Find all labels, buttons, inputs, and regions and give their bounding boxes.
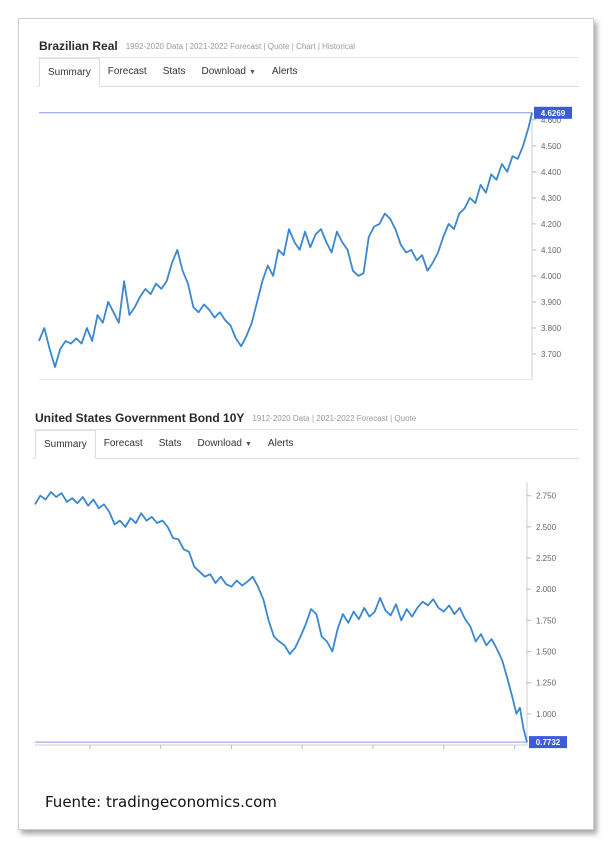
ust10y-y-tick-label: 1.500: [536, 648, 557, 657]
source-note: Fuente: tradingeconomics.com: [45, 793, 277, 811]
brl-y-tick-label: 4.500: [541, 142, 562, 151]
brl-y-tick-label: 4.300: [541, 194, 562, 203]
brl-last-value-badge: 4.6269: [534, 106, 572, 119]
ust10y-y-tick-label: 1.750: [536, 616, 557, 625]
brl-tab-forecast[interactable]: Forecast: [107, 66, 147, 77]
brl-tab-download-label: Download: [201, 66, 246, 77]
ust10y-tab-forecast[interactable]: Forecast: [103, 438, 143, 449]
brl-tab-alerts[interactable]: Alerts: [271, 66, 298, 77]
ust10y-tab-stats[interactable]: Stats: [158, 438, 182, 449]
ust10y-chart-subtitle[interactable]: 1912-2020 Data | 2021-2022 Forecast | Qu…: [252, 413, 417, 423]
brl-panel-header: Brazilian Real 1992-2020 Data | 2021-202…: [37, 35, 579, 58]
ust10y-last-value-badge: 0.7732: [529, 736, 567, 749]
ust10y-tab-download-label: Download: [197, 438, 242, 449]
ust10y-last-value-text: 0.7732: [536, 738, 561, 747]
brl-y-tick-label: 4.200: [541, 220, 562, 229]
brl-tab-summary[interactable]: Summary: [39, 57, 100, 87]
ust10y-y-tick-label: 2.000: [536, 585, 557, 594]
brl-y-tick-label: 3.900: [541, 298, 562, 307]
ust10y-y-tick-label: 1.250: [536, 679, 557, 688]
ust10y-line-chart: 1.000 1.250 1.500 1.750 2.000 2.250 2.500 2.750…: [34, 482, 567, 749]
brl-last-value-badge-box: [534, 106, 572, 119]
ust10y-y-tick-label: 2.750: [536, 492, 557, 501]
brl-panel: Brazilian Real 1992-2020 Data | 2021-202…: [37, 35, 579, 380]
ust10y-panel: United States Government Bond 10Y 1912-2…: [33, 407, 579, 750]
brl-tab-download[interactable]: Download ▼: [194, 58, 264, 86]
brl-series-line: [38, 112, 533, 368]
brl-y-tick-label: 3.800: [541, 324, 562, 333]
figure-frame: Brazilian Real 1992-2020 Data | 2021-202…: [18, 18, 594, 830]
brl-chart-subtitle[interactable]: 1992-2020 Data | 2021-2022 Forecast | Qu…: [125, 41, 356, 51]
ust10y-y-tick-label: 1.000: [536, 710, 557, 719]
brl-last-value-text: 4.6269: [541, 109, 566, 118]
brl-tab-bar: Summary Forecast Stats Download ▼ Alerts: [37, 57, 579, 87]
ust10y-tab-alerts[interactable]: Alerts: [267, 438, 294, 449]
ust10y-last-value-badge-box: [529, 736, 567, 749]
brl-y-tick-label: 4.400: [541, 168, 562, 177]
ust10y-y-tick-label: 2.250: [536, 554, 557, 563]
ust10y-panel-header: United States Government Bond 10Y 1912-2…: [33, 407, 579, 430]
brl-line-chart: 3.700 3.800 3.900 4.000 4.100 4.200 4.300 4.400…: [38, 106, 572, 380]
brl-chart-title[interactable]: Brazilian Real: [39, 39, 118, 53]
brl-y-tick-label: 4.600: [541, 116, 562, 125]
brl-y-tick-label: 4.000: [541, 272, 562, 281]
ust10y-tab-bar: Summary Forecast Stats Download ▼ Alerts: [33, 429, 579, 459]
brl-y-tick-label: 4.100: [541, 246, 562, 255]
ust10y-chart-title[interactable]: United States Government Bond 10Y: [35, 411, 245, 425]
ust10y-series-line: [34, 491, 528, 743]
chevron-down-icon: ▼: [248, 69, 256, 76]
ust10y-tab-download[interactable]: Download ▼: [190, 430, 260, 458]
ust10y-y-tick-label: 2.500: [536, 523, 557, 532]
ust10y-tab-summary[interactable]: Summary: [35, 429, 96, 459]
brl-y-tick-label: 3.700: [541, 350, 562, 359]
chevron-down-icon: ▼: [244, 441, 252, 448]
brl-tab-stats[interactable]: Stats: [162, 66, 186, 77]
